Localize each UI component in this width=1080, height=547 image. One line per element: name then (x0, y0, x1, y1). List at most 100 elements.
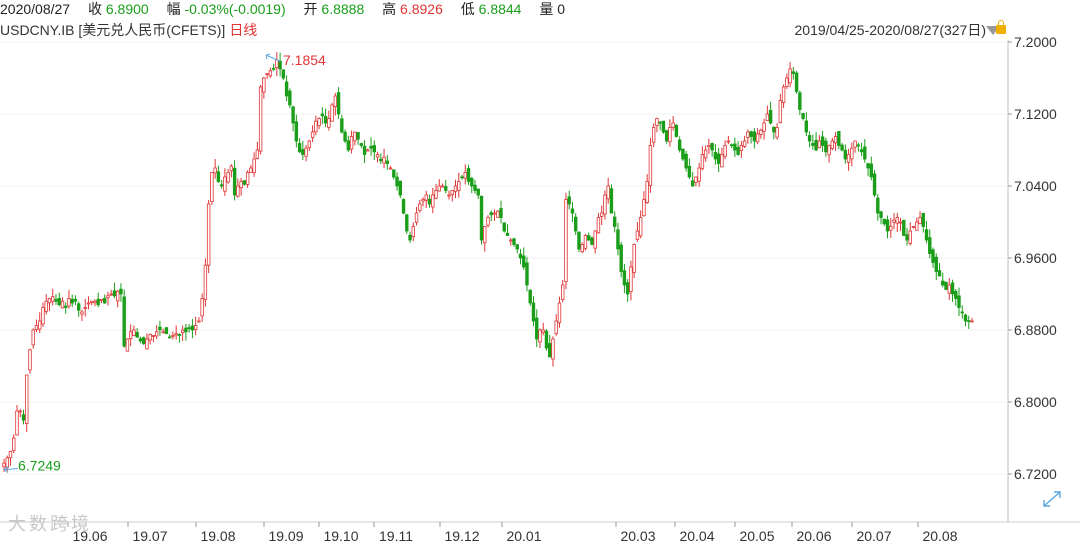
candle-body (158, 326, 162, 331)
candle-body (151, 334, 156, 337)
date-range-selector[interactable]: 2019/04/25-2020/08/27(327日) (794, 22, 986, 38)
candle-body (437, 185, 441, 192)
lock-icon[interactable] (996, 20, 1006, 34)
candle-body (414, 212, 419, 223)
candle-body (759, 129, 763, 135)
candle-body (479, 195, 484, 241)
candle-body (700, 154, 705, 170)
candle-body (749, 131, 753, 137)
y-tick-label: 7.2000 (1014, 34, 1057, 50)
candle-body (115, 290, 120, 302)
candle-body (291, 106, 295, 124)
candle-body (941, 280, 945, 286)
candle-body (876, 197, 880, 214)
candle-body (924, 229, 929, 241)
candle-body (5, 457, 9, 468)
candle-body (931, 249, 935, 263)
candle-body (733, 143, 737, 151)
candle-body (457, 181, 461, 191)
candle-body (811, 143, 815, 146)
low-annotation-label: 6.7249 (18, 458, 61, 474)
candle-body (853, 140, 857, 148)
candle-body (128, 331, 133, 339)
candle-body (167, 336, 172, 339)
candle-body (366, 149, 370, 152)
dropdown-triangle-icon[interactable] (986, 26, 1000, 35)
candle-body (180, 329, 185, 334)
candle-body (60, 300, 65, 309)
candle-body (574, 216, 578, 232)
candle-body (362, 145, 367, 155)
candle-body (444, 186, 448, 191)
candle-body (258, 86, 263, 152)
candle-body (421, 199, 425, 202)
candle-body (827, 145, 831, 156)
candle-body (554, 320, 558, 335)
candle-body (382, 156, 386, 164)
candle-body (755, 133, 760, 143)
candle-body (356, 132, 360, 140)
candle-body (911, 226, 916, 228)
candle-body (970, 320, 974, 323)
candle-body (846, 154, 851, 163)
candle-body (778, 100, 783, 124)
x-tick-label: 19.11 (379, 528, 413, 544)
candle-body (944, 281, 948, 290)
y-tick-label: 7.1200 (1014, 106, 1057, 122)
candle-body (489, 212, 493, 216)
candle-body (905, 234, 909, 241)
candle-body (557, 302, 562, 324)
candle-body (343, 131, 347, 142)
candle-body (957, 295, 961, 308)
change-label: 幅 (166, 1, 181, 17)
candle-body (963, 314, 968, 322)
candle-body (51, 296, 55, 302)
candle-body (388, 167, 393, 170)
candle-body (583, 235, 588, 249)
candle-body (833, 136, 838, 144)
y-tick-label: 6.9600 (1014, 250, 1057, 266)
candle-body (898, 221, 903, 224)
candle-body (807, 135, 812, 142)
candle-body (690, 180, 695, 187)
candle-body (726, 140, 731, 143)
x-tick-label: 20.03 (620, 528, 655, 544)
high-marker-arrow (265, 53, 271, 60)
candle-body (781, 86, 786, 103)
candle-body (174, 333, 178, 336)
candle-body (791, 71, 796, 74)
expand-icon[interactable] (1040, 488, 1064, 510)
candle-body (668, 127, 672, 143)
candle-body (817, 140, 822, 149)
x-tick-label: 19.09 (268, 528, 303, 544)
chart-title-bar: USDCNY.IB [美元兑人民币(CFETS)] 日线 2019/04/25-2… (0, 20, 1080, 40)
candle-body (502, 222, 506, 232)
low-marker-arrow (3, 466, 9, 473)
candle-body (112, 290, 117, 297)
candle-body (473, 184, 477, 191)
candle-body (687, 165, 692, 178)
candle-body (830, 140, 835, 149)
candle-body (486, 217, 490, 226)
candle-body (34, 325, 39, 330)
candle-body (564, 199, 568, 283)
candle-body (499, 208, 503, 218)
candle-body (921, 212, 925, 227)
x-tick-label: 20.01 (506, 528, 541, 544)
candle-body (408, 234, 412, 241)
high-marker-line (265, 54, 281, 62)
candle-body (609, 188, 614, 214)
candle-body (232, 167, 237, 196)
candle-body (353, 131, 357, 142)
candle-body (31, 329, 35, 346)
candle-body (431, 194, 435, 208)
candle-body (164, 327, 169, 334)
chart-title: USDCNY.IB [美元兑人民币(CFETS)] (0, 22, 226, 38)
candle-body (236, 185, 240, 197)
candle-body (658, 121, 662, 124)
candle-body (684, 153, 688, 169)
candle-body (206, 203, 211, 266)
candle-body (762, 122, 766, 132)
candle-body (570, 208, 575, 214)
